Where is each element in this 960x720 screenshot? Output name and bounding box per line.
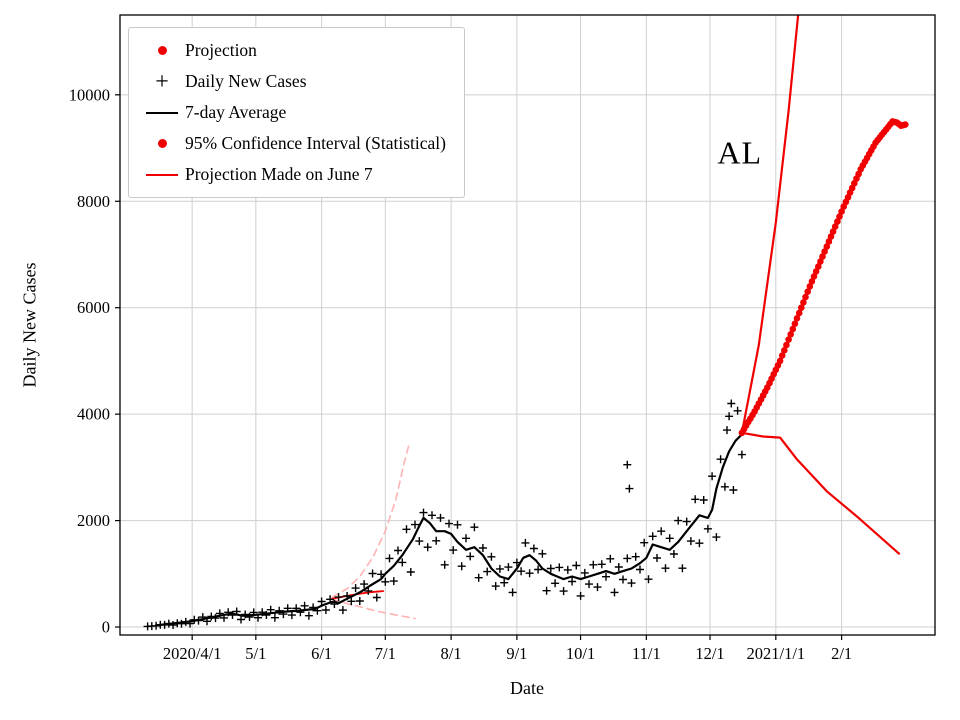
series-daily_new_cases <box>143 399 746 631</box>
y-tick-label: 6000 <box>77 298 110 317</box>
y-axis-label: Daily New Cases <box>19 262 40 388</box>
x-tick-label: 7/1 <box>375 644 396 663</box>
x-tick-label: 8/1 <box>441 644 462 663</box>
x-tick-label: 10/1 <box>566 644 595 663</box>
legend-item-projection-june7: Projection Made on June 7 <box>139 159 446 190</box>
x-tick-label: 2020/4/1 <box>163 644 222 663</box>
series-projection <box>738 118 909 437</box>
x-tick-label: 2021/1/1 <box>746 644 805 663</box>
legend-item-7day-average: 7-day Average <box>139 97 446 128</box>
red-line-marker-icon <box>146 173 178 176</box>
legend-marker <box>139 173 185 176</box>
legend-label: 95% Confidence Interval (Statistical) <box>185 133 446 153</box>
x-tick-label: 12/1 <box>695 644 724 663</box>
legend-marker <box>139 139 185 148</box>
x-tick-label: 11/1 <box>632 644 661 663</box>
y-tick-label: 2000 <box>77 511 110 530</box>
legend-label: Projection <box>185 40 257 60</box>
series-june7_ci_lower <box>331 598 416 620</box>
x-tick-label: 6/1 <box>311 644 332 663</box>
legend-label: 7-day Average <box>185 102 287 122</box>
y-tick-label: 4000 <box>77 405 110 424</box>
legend-marker <box>139 111 185 114</box>
legend-item-confidence-interval: 95% Confidence Interval (Statistical) <box>139 128 446 159</box>
x-tick-label: 2/1 <box>831 644 852 663</box>
projection-dot-icon <box>157 46 167 55</box>
x-tick-label: 5/1 <box>245 644 266 663</box>
x-axis-label: Date <box>510 678 544 698</box>
y-tick-label: 8000 <box>77 192 110 211</box>
legend: Projection + Daily New Cases 7-day Avera… <box>128 27 465 198</box>
legend-marker: + <box>139 68 185 95</box>
series-group <box>143 15 909 631</box>
chart-annotation: AL <box>717 134 763 171</box>
line-marker-icon <box>146 111 178 114</box>
legend-item-daily-new-cases: + Daily New Cases <box>139 66 446 97</box>
series-ci_upper <box>740 15 800 434</box>
y-tick-label: 10000 <box>69 85 110 104</box>
legend-label: Projection Made on June 7 <box>185 164 373 184</box>
series-june7_ci_upper <box>331 445 410 599</box>
y-tick-label: 0 <box>102 618 110 637</box>
legend-item-projection: Projection <box>139 35 446 66</box>
x-tick-label: 9/1 <box>506 644 527 663</box>
series-ci_lower <box>740 431 901 555</box>
series-seven_day_average <box>155 433 744 627</box>
plus-marker-icon: + <box>155 68 169 95</box>
legend-label: Daily New Cases <box>185 71 307 91</box>
plot-border <box>119 14 936 636</box>
ci-dot-icon <box>157 139 167 148</box>
legend-marker <box>139 46 185 55</box>
